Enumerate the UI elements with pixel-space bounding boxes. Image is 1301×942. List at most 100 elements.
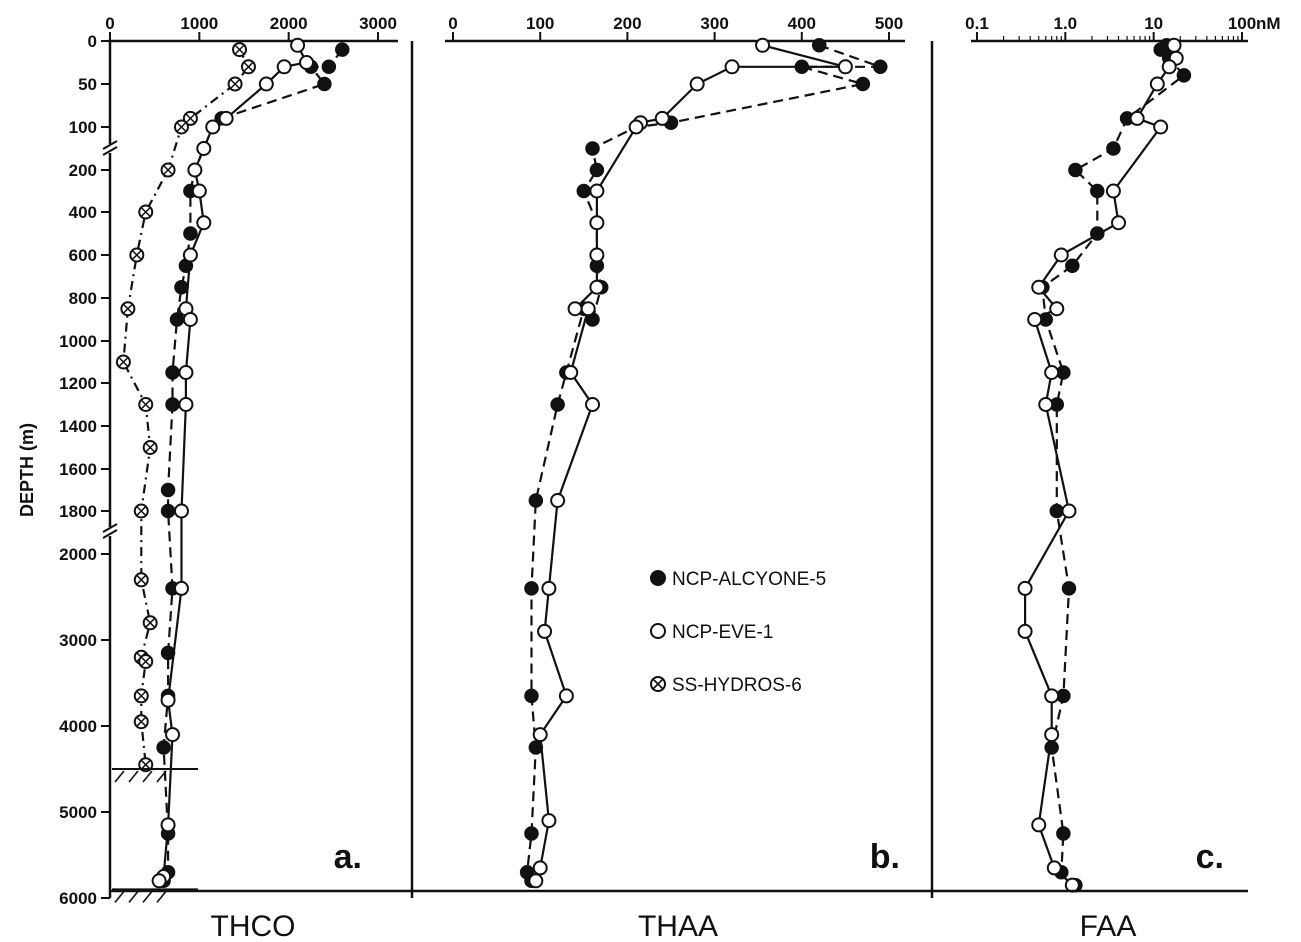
seafloor-hatch: [114, 770, 125, 783]
data-point-ncp-alcyone-5: [1049, 503, 1065, 519]
y-tick-label: 200: [69, 161, 97, 180]
data-point-ncp-alcyone-5: [524, 581, 539, 596]
y-tick-label: 1600: [59, 460, 97, 479]
data-point-ncp-alcyone-5: [335, 42, 350, 57]
data-point-ncp-alcyone-5: [160, 482, 176, 498]
data-point-ncp-eve-1: [160, 692, 176, 708]
data-point-ncp-eve-1: [1031, 279, 1047, 295]
data-point-ncp-alcyone-5: [165, 397, 180, 412]
data-point-ncp-eve-1: [532, 860, 548, 876]
y-tick-label: 4000: [59, 717, 97, 736]
data-point-ncp-eve-1: [563, 365, 579, 380]
x-tick-label: 0: [105, 14, 114, 33]
data-point-ncp-alcyone-5: [1106, 141, 1121, 156]
data-point-ncp-eve-1: [191, 183, 207, 199]
data-point-ncp-alcyone-5: [550, 397, 565, 412]
data-point-ncp-eve-1: [1129, 110, 1145, 126]
data-point-ss-hydros-6: [133, 503, 149, 519]
panel-a-thco: 0 1000 2000 3000 THCO a. 0 50 100 200 400 600 800 100…: [59, 14, 398, 942]
panel-letter: b.: [870, 838, 900, 876]
data-point-ncp-eve-1: [1044, 688, 1060, 704]
data-point-ncp-alcyone-5: [524, 688, 539, 704]
series-line-ncp-alcyone-5: [162, 48, 344, 882]
panel-title: THAA: [638, 910, 718, 942]
seafloor-hatch: [142, 770, 153, 783]
legend-label-ncp-alcyone-5: NCP-ALCYONE-5: [672, 569, 826, 590]
data-point-ss-hydros-6: [129, 247, 145, 263]
data-point-ncp-alcyone-5: [174, 280, 189, 295]
data-point-ncp-alcyone-5: [321, 59, 337, 75]
data-point-ncp-alcyone-5: [873, 59, 888, 75]
axis-break-mark: [102, 140, 118, 150]
point-cross: [136, 505, 147, 517]
data-point-ncp-eve-1: [1064, 877, 1080, 893]
data-point-ncp-alcyone-5: [811, 38, 827, 53]
data-point-ncp-eve-1: [537, 623, 553, 639]
data-point-ncp-eve-1: [178, 397, 194, 412]
data-point-ncp-eve-1: [1105, 183, 1121, 199]
data-point-ncp-eve-1: [1061, 503, 1077, 519]
legend-marker-ncp-alcyone-5: [650, 570, 666, 586]
point-cross: [185, 113, 196, 124]
data-point-ss-hydros-6: [182, 110, 198, 126]
y-tick-label: 1400: [59, 417, 97, 436]
x-tick-label: 100: [526, 14, 554, 33]
data-point-ncp-eve-1: [173, 580, 189, 596]
data-point-ss-hydros-6: [138, 204, 154, 220]
x-tick-label: 1000: [180, 14, 218, 33]
data-point-ncp-alcyone-5: [156, 740, 171, 755]
legend: NCP-ALCYONE-5 NCP-EVE-1 SS-HYDROS-6: [650, 569, 826, 696]
data-point-ncp-alcyone-5: [524, 826, 539, 841]
data-point-ss-hydros-6: [133, 714, 149, 730]
data-point-ncp-eve-1: [182, 247, 198, 263]
data-point-ncp-alcyone-5: [317, 76, 332, 92]
data-point-ss-hydros-6: [115, 354, 131, 370]
seafloor-hatch: [156, 890, 167, 903]
y-tick-label: 100: [69, 118, 97, 137]
data-point-ss-hydros-6: [138, 397, 154, 412]
x-tick-label: 2000: [270, 14, 308, 33]
data-point-ncp-eve-1: [689, 76, 705, 92]
data-point-ncp-alcyone-5: [160, 503, 176, 519]
data-point-ncp-alcyone-5: [1061, 581, 1077, 596]
data-point-ncp-eve-1: [258, 76, 274, 92]
data-point-ncp-eve-1: [1017, 580, 1033, 596]
data-point-ncp-eve-1: [558, 688, 574, 704]
data-point-ss-hydros-6: [232, 42, 248, 58]
legend-label-ncp-eve-1: NCP-EVE-1: [672, 622, 773, 643]
seafloor-hatch: [142, 890, 153, 903]
panel-title: THCO: [211, 910, 296, 942]
x-tick-label: 3000: [359, 14, 397, 33]
seafloor-hatch: [114, 890, 125, 903]
data-point-ncp-eve-1: [550, 493, 566, 508]
series-line-ncp-eve-1: [534, 44, 846, 882]
data-point-ss-hydros-6: [138, 654, 154, 669]
data-point-ncp-eve-1: [1161, 59, 1177, 75]
axis-break-mark: [102, 146, 118, 156]
data-point-ncp-eve-1: [837, 59, 853, 75]
data-point-ncp-alcyone-5: [169, 312, 185, 327]
y-tick-label: 1000: [59, 332, 97, 351]
data-point-ncp-eve-1: [541, 813, 557, 829]
seafloor-hatch: [128, 890, 139, 903]
point-cross: [230, 78, 241, 90]
data-point-ncp-eve-1: [182, 312, 198, 327]
x-unit-label: nM: [1256, 14, 1281, 33]
legend-label-ss-hydros-6: SS-HYDROS-6: [672, 675, 802, 696]
point-cross: [136, 690, 147, 701]
point-cross: [136, 574, 147, 585]
data-point-ss-hydros-6: [240, 59, 256, 75]
point-cross: [176, 121, 187, 133]
x-tick-label: 200: [613, 14, 641, 33]
data-point-ncp-eve-1: [589, 247, 605, 263]
data-point-ncp-eve-1: [1044, 727, 1060, 743]
data-point-ss-hydros-6: [227, 76, 243, 92]
panel-letter: a.: [334, 838, 362, 876]
x-tick-label: 1.0: [1054, 14, 1078, 33]
axis-break-mark: [102, 529, 118, 539]
data-point-ncp-eve-1: [532, 727, 548, 743]
data-point-ncp-eve-1: [290, 37, 306, 53]
data-point-ncp-eve-1: [580, 301, 596, 317]
point-cross: [243, 61, 254, 72]
data-point-ncp-alcyone-5: [1056, 826, 1071, 841]
